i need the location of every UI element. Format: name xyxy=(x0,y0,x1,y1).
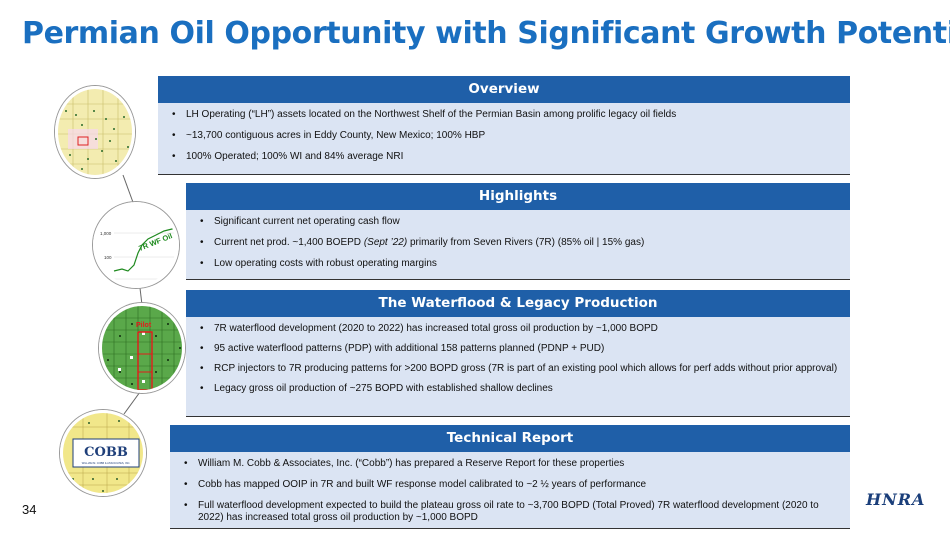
technical-report-panel: Technical Report William M. Cobb & Assoc… xyxy=(170,425,850,529)
chart-tick-bottom: 100 xyxy=(104,255,112,260)
technical-heading: Technical Report xyxy=(170,425,850,452)
lease-map-thumbnail xyxy=(55,86,135,178)
production-detail: primarily from Seven Rivers (7R) (85% oi… xyxy=(407,237,645,248)
cobb-logo-text: COBB xyxy=(84,445,128,460)
waterflood-list: 7R waterflood development (2020 to 2022)… xyxy=(186,317,850,395)
list-item: William M. Cobb & Associates, Inc. (“Cob… xyxy=(184,458,838,470)
production-text: Current net prod. ~1,400 BOEPD xyxy=(214,237,364,248)
chart-tick-top: 1,000 xyxy=(100,231,112,236)
pilot-grid-thumbnail: Pilot xyxy=(99,303,185,393)
overview-heading: Overview xyxy=(158,76,850,103)
list-item: Legacy gross oil production of ~275 BOPD… xyxy=(200,383,838,395)
production-date: (Sept ’22) xyxy=(363,237,408,248)
list-item: Low operating costs with robust operatin… xyxy=(200,258,838,270)
list-item: Cobb has mapped OOIP in 7R and built WF … xyxy=(184,479,838,491)
page-title: Permian Oil Opportunity with Significant… xyxy=(22,16,950,51)
production-chart-thumbnail: 1,000 100 7R WF Oil xyxy=(93,202,179,288)
list-item: ~13,700 contiguous acres in Eddy County,… xyxy=(172,130,838,142)
overview-panel: Overview LH Operating (“LH”) assets loca… xyxy=(158,76,850,175)
highlights-heading: Highlights xyxy=(186,183,850,210)
waterflood-heading: The Waterflood & Legacy Production xyxy=(186,290,850,317)
highlights-list: Significant current net operating cash f… xyxy=(186,210,850,270)
list-item: 100% Operated; 100% WI and 84% average N… xyxy=(172,151,838,163)
cobb-report-thumbnail: COBB WILLIAM M. COBB & ASSOCIATES, INC. xyxy=(60,410,146,496)
list-item: Significant current net operating cash f… xyxy=(200,216,838,228)
cobb-logo-subtext: WILLIAM M. COBB & ASSOCIATES, INC. xyxy=(82,461,131,465)
list-item: 95 active waterflood patterns (PDP) with… xyxy=(200,343,838,355)
waterflood-panel: The Waterflood & Legacy Production 7R wa… xyxy=(186,290,850,417)
highlights-panel: Highlights Significant current net opera… xyxy=(186,183,850,280)
list-item: Full waterflood development expected to … xyxy=(184,500,838,524)
list-item: 7R waterflood development (2020 to 2022)… xyxy=(200,323,838,335)
list-item: Current net prod. ~1,400 BOEPD (Sept ’22… xyxy=(200,237,838,249)
pilot-label: Pilot xyxy=(136,322,152,329)
overview-list: LH Operating (“LH”) assets located on th… xyxy=(158,103,850,163)
technical-list: William M. Cobb & Associates, Inc. (“Cob… xyxy=(170,452,850,524)
page-number: 34 xyxy=(22,502,37,517)
list-item: RCP injectors to 7R producing patterns f… xyxy=(200,363,838,375)
hnra-logo: HNRA xyxy=(866,490,926,509)
list-item: LH Operating (“LH”) assets located on th… xyxy=(172,109,838,121)
